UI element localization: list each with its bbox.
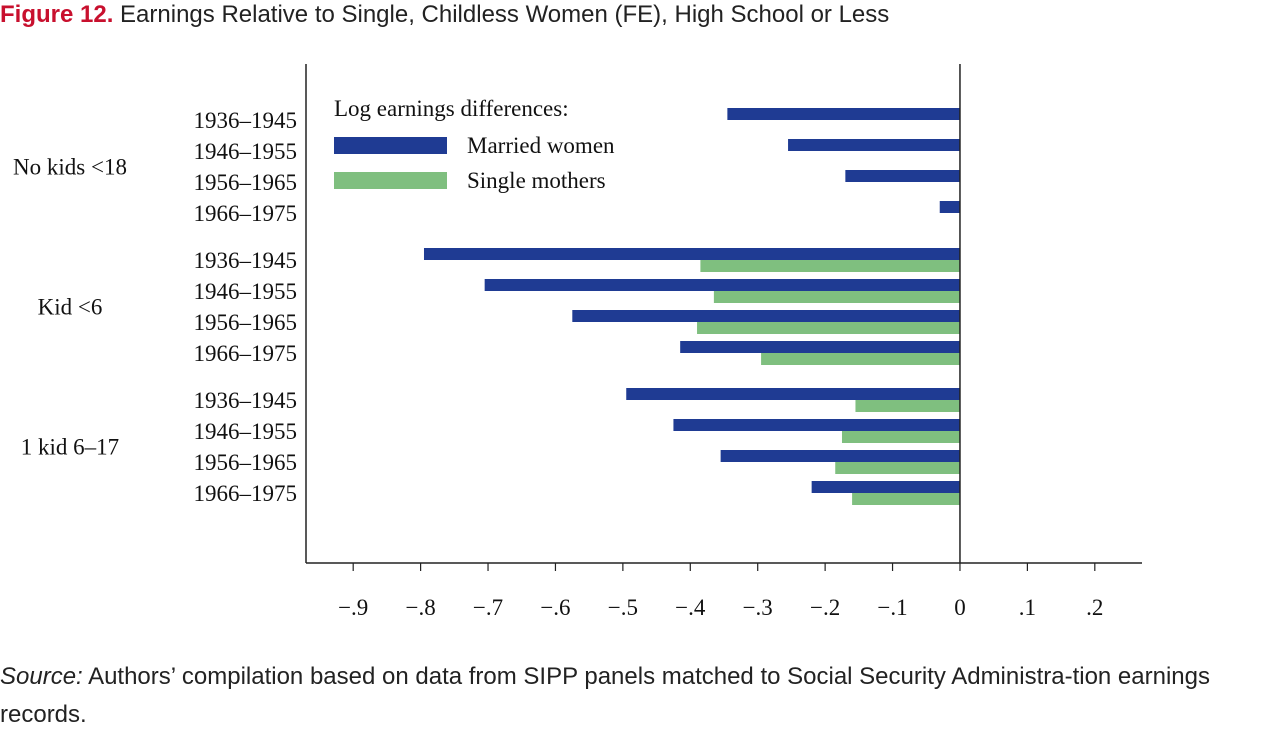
figure-number: Figure 12. (0, 1, 114, 28)
category-label: 1946–1955 (194, 139, 298, 164)
category-label: 1946–1955 (194, 279, 298, 304)
figure-title: Figure 12. Earnings Relative to Single, … (0, 0, 1280, 30)
x-tick-label: −.9 (338, 595, 368, 620)
group-labels: No kids <18 Kid <6 1 kid 6–17 (13, 155, 127, 460)
bar-single-mothers (700, 260, 960, 272)
category-label: 1966–1975 (194, 341, 298, 366)
bar-married-women (788, 139, 960, 151)
category-label: 1956–1965 (194, 170, 298, 195)
bar-single-mothers (697, 322, 960, 334)
bar-married-women (484, 279, 960, 291)
group-label: 1 kid 6–17 (21, 435, 119, 460)
category-labels: 1936–1945 1946–1955 1956–1965 1966–1975 1936… (194, 108, 298, 506)
legend-label: Single mothers (467, 168, 606, 193)
legend: Log earnings differences: Married women Si… (334, 96, 615, 193)
bar-married-women (939, 201, 960, 213)
bar-married-women (423, 248, 960, 260)
bar-single-mothers (841, 431, 960, 443)
bar-single-mothers (761, 353, 960, 365)
category-label: 1936–1945 (194, 388, 298, 413)
x-tick-label: −.1 (877, 595, 907, 620)
x-tick-label: −.3 (743, 595, 773, 620)
legend-swatch-single (334, 172, 447, 189)
bar-married-women (626, 388, 960, 400)
category-label: 1956–1965 (194, 450, 298, 475)
category-label: 1966–1975 (194, 201, 298, 226)
category-label: 1956–1965 (194, 310, 298, 335)
category-label: 1936–1945 (194, 108, 298, 133)
x-tick-label: −.4 (675, 595, 706, 620)
source-note: Source: Authors’ compilation based on da… (0, 658, 1280, 734)
legend-title: Log earnings differences: (334, 96, 569, 121)
bar-chart: No kids <18 Kid <6 1 kid 6–17 1936–1945 194… (13, 64, 1142, 620)
x-tick-label: −.2 (810, 595, 840, 620)
bar-single-mothers (855, 400, 960, 412)
source-text: Authors’ compilation based on data from … (0, 663, 1210, 728)
x-tick-label: −.8 (405, 595, 435, 620)
bar-married-women (572, 310, 960, 322)
group-label: No kids <18 (13, 155, 127, 180)
legend-label: Married women (467, 133, 615, 158)
bar-single-mothers (713, 291, 960, 303)
x-tick-label: −.7 (473, 595, 503, 620)
bar-single-mothers (852, 493, 960, 505)
category-label: 1946–1955 (194, 419, 298, 444)
bar-married-women (845, 170, 960, 182)
bar-married-women (811, 481, 960, 493)
x-tick-label: −.6 (540, 595, 570, 620)
legend-swatch-married (334, 137, 447, 154)
x-tick-label: .2 (1086, 595, 1103, 620)
category-label: 1966–1975 (194, 481, 298, 506)
x-tick-label: 0 (954, 595, 966, 620)
x-tick-label: .1 (1019, 595, 1036, 620)
source-label: Source: (0, 663, 83, 690)
category-label: 1936–1945 (194, 248, 298, 273)
bar-married-women (673, 419, 960, 431)
bar-married-women (720, 450, 960, 462)
bar-married-women (727, 108, 960, 120)
group-label: Kid <6 (38, 295, 103, 320)
bar-married-women (680, 341, 960, 353)
axes: −.9 −.8 −.7 −.6 −.5 −.4 −.3 −.2 −.1 0 .1 .2 (305, 64, 1142, 620)
x-tick-label: −.5 (608, 595, 638, 620)
figure-title-text: Earnings Relative to Single, Childless W… (120, 1, 890, 28)
bars (423, 108, 960, 505)
bar-single-mothers (835, 462, 960, 474)
